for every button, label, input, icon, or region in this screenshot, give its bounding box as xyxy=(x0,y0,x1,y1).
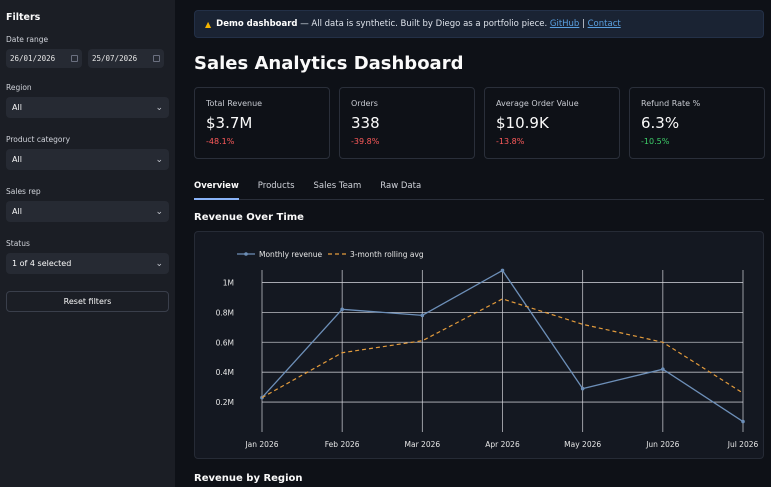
chevron-down-icon: ⌄ xyxy=(155,206,163,217)
monthly-revenue-point xyxy=(661,367,665,371)
revenue-by-region-title: Revenue by Region xyxy=(194,473,303,484)
x-tick-label: Jul 2026 xyxy=(727,440,759,449)
chevron-down-icon: ⌄ xyxy=(155,154,163,165)
contact-link[interactable]: Contact xyxy=(587,19,621,29)
y-tick-label: 0.6M xyxy=(216,338,234,347)
date-start-input[interactable]: 26/01/2026 xyxy=(6,49,82,68)
metric-card-total-revenue: Total Revenue $3.7M -48.1% xyxy=(194,87,330,159)
status-value: 1 of 4 selected xyxy=(12,259,72,268)
github-link[interactable]: GitHub xyxy=(549,19,580,29)
x-tick-label: Apr 2026 xyxy=(485,440,520,449)
metric-card-refund-rate: Refund Rate % 6.3% -10.5% xyxy=(629,87,765,159)
demo-banner: ▲ Demo dashboard — All data is synthetic… xyxy=(194,10,764,38)
tab-overview[interactable]: Overview xyxy=(194,178,239,200)
metric-delta: -10.5% xyxy=(641,137,670,146)
status-select[interactable]: 1 of 4 selected ⌄ xyxy=(6,253,169,274)
x-tick-label: Jan 2026 xyxy=(244,440,278,449)
tab-products[interactable]: Products xyxy=(257,181,295,191)
category-label: Product category xyxy=(6,135,71,144)
y-tick-label: 0.2M xyxy=(216,398,234,407)
chevron-down-icon: ⌄ xyxy=(155,258,163,269)
x-tick-label: Mar 2026 xyxy=(405,440,441,449)
calendar-icon[interactable] xyxy=(153,55,160,62)
x-tick-label: Feb 2026 xyxy=(325,440,360,449)
sidebar: Filters Date range 26/01/2026 25/07/2026… xyxy=(0,0,175,487)
banner-separator: | xyxy=(579,19,588,29)
reset-filters-button[interactable]: Reset filters xyxy=(6,291,169,312)
page-title: Sales Analytics Dashboard xyxy=(194,53,464,74)
warning-icon: ▲ xyxy=(205,19,212,29)
date-end-input[interactable]: 25/07/2026 xyxy=(88,49,164,68)
x-tick-label: Jun 2026 xyxy=(645,440,679,449)
rolling-avg-line xyxy=(261,298,744,399)
metric-label: Total Revenue xyxy=(206,99,263,108)
monthly-revenue-point xyxy=(580,386,585,391)
date-end-value: 25/07/2026 xyxy=(92,54,138,63)
monthly-revenue-point xyxy=(340,307,344,312)
metric-delta: -39.8% xyxy=(351,137,380,146)
sales-rep-value: All xyxy=(12,207,22,216)
date-start-value: 26/01/2026 xyxy=(10,54,56,63)
metric-value: 338 xyxy=(351,114,380,132)
legend-label: 3-month rolling avg xyxy=(350,250,424,259)
region-select[interactable]: All ⌄ xyxy=(6,97,169,118)
category-select[interactable]: All ⌄ xyxy=(6,149,169,170)
revenue-over-time-title: Revenue Over Time xyxy=(194,212,304,223)
main-content: ▲ Demo dashboard — All data is synthetic… xyxy=(175,0,771,487)
metrics-row: Total Revenue $3.7M -48.1% Orders 338 -3… xyxy=(194,87,765,159)
tab-raw-data[interactable]: Raw Data xyxy=(380,181,422,191)
metric-delta: -48.1% xyxy=(206,137,235,146)
filters-title: Filters xyxy=(6,12,41,23)
metric-label: Average Order Value xyxy=(496,99,579,108)
region-label: Region xyxy=(6,83,32,92)
y-tick-label: 0.4M xyxy=(216,368,234,377)
y-tick-label: 1M xyxy=(223,278,234,287)
revenue-chart-svg: Jan 2026 Feb 2026 Mar 2026 Apr 2026 May 2026… xyxy=(216,250,759,449)
metric-card-average-order-value: Average Order Value $10.9K -13.8% xyxy=(484,87,620,159)
metric-label: Orders xyxy=(351,99,378,108)
region-value: All xyxy=(12,103,22,112)
metric-card-orders: Orders 338 -39.8% xyxy=(339,87,475,159)
metric-delta: -13.8% xyxy=(496,137,525,146)
chevron-down-icon: ⌄ xyxy=(155,102,163,113)
monthly-revenue-point xyxy=(420,313,425,318)
category-value: All xyxy=(12,155,22,164)
x-tick-label: May 2026 xyxy=(564,440,601,449)
y-tick-label: 0.8M xyxy=(216,308,234,317)
metric-value: $10.9K xyxy=(496,114,549,132)
banner-bold: Demo dashboard xyxy=(216,19,298,29)
revenue-chart: Jan 2026 Feb 2026 Mar 2026 Apr 2026 May 2026… xyxy=(194,231,764,459)
legend-label: Monthly revenue xyxy=(259,250,323,259)
sales-rep-label: Sales rep xyxy=(6,187,41,196)
monthly-revenue-point xyxy=(741,419,745,424)
date-range-label: Date range xyxy=(6,35,49,44)
calendar-icon[interactable] xyxy=(71,55,78,62)
monthly-revenue-point xyxy=(500,268,505,273)
metric-value: $3.7M xyxy=(206,114,253,132)
legend-swatch-marker xyxy=(244,252,248,256)
date-range: 26/01/2026 25/07/2026 xyxy=(6,49,169,68)
metric-label: Refund Rate % xyxy=(641,99,701,108)
tab-sales-team[interactable]: Sales Team xyxy=(313,181,362,191)
banner-text: — All data is synthetic. Built by Diego … xyxy=(297,19,550,29)
sales-rep-select[interactable]: All ⌄ xyxy=(6,201,169,222)
metric-value: 6.3% xyxy=(641,114,680,132)
tab-bar: Overview Products Sales Team Raw Data xyxy=(194,178,764,200)
status-label: Status xyxy=(6,239,30,248)
